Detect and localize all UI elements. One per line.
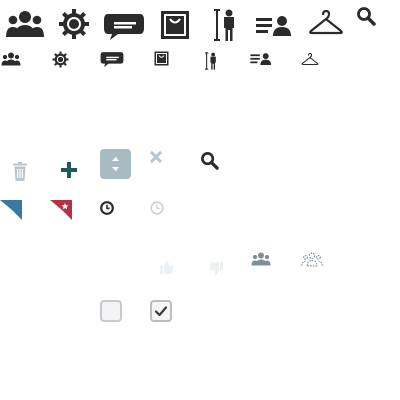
search-icon[interactable] xyxy=(200,151,219,170)
spinner-updown-icon[interactable] xyxy=(100,149,131,179)
checkbox-unchecked[interactable] xyxy=(100,300,122,322)
group-icon xyxy=(250,252,272,266)
shopping-bag-icon xyxy=(154,51,169,66)
hanger-icon xyxy=(308,9,344,36)
speech-bubble-icon xyxy=(100,51,124,67)
clock-icon xyxy=(100,201,114,215)
search-icon[interactable] xyxy=(356,6,376,26)
thumbs-down-icon[interactable] xyxy=(209,262,223,276)
person-height-icon xyxy=(214,8,238,42)
close-icon[interactable] xyxy=(149,150,163,164)
user-list-icon xyxy=(250,52,272,65)
ribbon-blue-icon xyxy=(0,200,22,220)
clock-faded-icon xyxy=(150,201,164,215)
group-icon xyxy=(0,52,22,66)
checkbox-checked[interactable] xyxy=(150,300,172,322)
ribbon-red-star-icon xyxy=(50,200,72,220)
user-list-icon xyxy=(256,14,292,36)
thumbs-up-icon[interactable] xyxy=(160,260,174,274)
plus-icon[interactable] xyxy=(61,162,77,178)
speech-bubble-icon xyxy=(104,12,144,40)
trash-icon[interactable] xyxy=(13,162,27,181)
shopping-bag-icon xyxy=(160,10,190,40)
group-dashed-icon xyxy=(300,252,324,267)
group-icon xyxy=(6,10,44,38)
person-height-icon xyxy=(205,50,218,72)
hanger-icon xyxy=(300,52,320,66)
gear-icon xyxy=(52,51,69,68)
gear-icon xyxy=(58,8,90,40)
